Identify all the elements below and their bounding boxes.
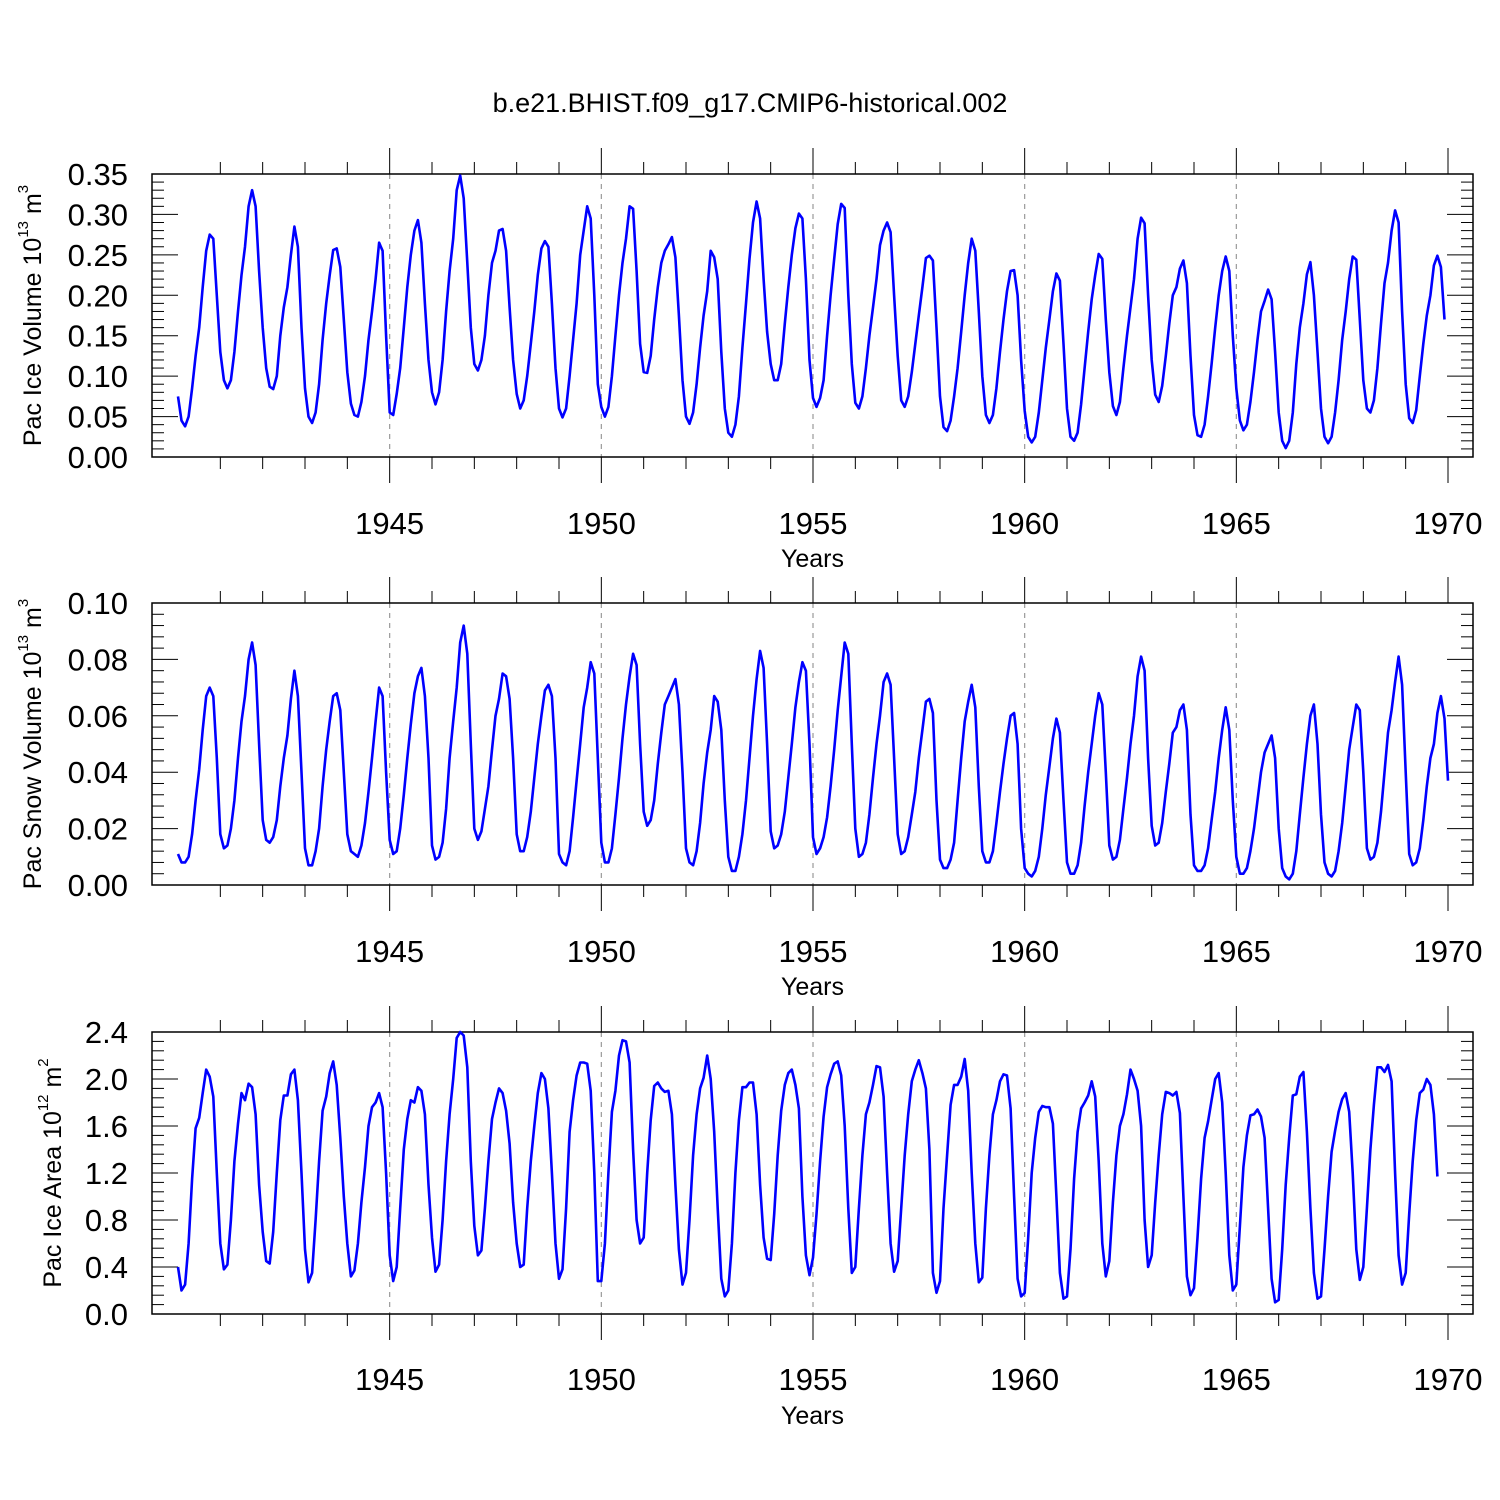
y-tick-label: 0.02	[68, 812, 128, 847]
x-tick-label: 1960	[990, 506, 1059, 541]
x-tick-label: 1970	[1414, 934, 1483, 969]
y-axis-label: Pac Snow Volume 1013 m3	[15, 599, 47, 889]
x-tick-label: 1960	[990, 934, 1059, 969]
y-axis-label-text: Pac Ice Area 10	[39, 1111, 67, 1288]
x-tick-label: 1950	[567, 506, 636, 541]
y-tick-label: 0.04	[68, 755, 128, 790]
panel-ice-volume: 0.00 0.05 0.10 0.15 0.20 0.25 0.30 0.35 1945 1950…	[15, 148, 1483, 573]
y-tick-label: 0.8	[85, 1203, 128, 1238]
y-axis-label-unit: m	[19, 607, 47, 635]
y-tick-label: 0.00	[68, 868, 128, 903]
x-axis-label: Years	[781, 545, 844, 573]
y-axis-label-exponent: 13	[15, 635, 32, 652]
y-tick-label: 0.05	[68, 400, 128, 435]
panel-snow-volume: 0.00 0.02 0.04 0.06 0.08 0.10 1945 1950 1955 1960…	[15, 577, 1483, 1001]
x-tick-label: 1970	[1414, 1362, 1483, 1397]
panel-ice-area: 0.0 0.4 0.8 1.2 1.6 2.0 2.4 1945 1950 1955 1960 196…	[35, 1006, 1483, 1430]
y-tick-label: 0.00	[68, 440, 128, 475]
y-axis-label-text: Pac Ice Volume 10	[19, 238, 47, 446]
y-tick-label: 1.2	[85, 1156, 128, 1191]
y-axis-label: Pac Ice Volume 1013 m3	[15, 185, 47, 446]
x-tick-label: 1955	[779, 934, 848, 969]
y-tick-label: 0.25	[68, 238, 128, 273]
y-tick-label: 0.20	[68, 278, 128, 313]
y-axis-label-unit-exponent: 3	[15, 599, 32, 607]
x-tick-label: 1945	[355, 934, 424, 969]
y-tick-label: 2.4	[85, 1015, 128, 1050]
x-tick-label: 1950	[567, 1362, 636, 1397]
y-axis-label-text: Pac Snow Volume 10	[19, 652, 47, 890]
x-tick-label: 1945	[355, 1362, 424, 1397]
y-tick-label: 2.0	[85, 1062, 128, 1097]
y-tick-label: 0.08	[68, 642, 128, 677]
x-axis-label: Years	[781, 1402, 844, 1430]
y-tick-label: 0.0	[85, 1297, 128, 1332]
y-tick-label: 0.10	[68, 359, 128, 394]
x-tick-label: 1965	[1202, 1362, 1271, 1397]
y-axis-label: Pac Ice Area 1012 m2	[35, 1058, 67, 1287]
y-tick-label: 0.30	[68, 197, 128, 232]
y-tick-label: 0.06	[68, 699, 128, 734]
x-tick-label: 1970	[1414, 506, 1483, 541]
y-axis-label-exponent: 13	[15, 221, 32, 238]
y-axis-label-exponent: 12	[35, 1094, 52, 1111]
y-tick-label: 0.15	[68, 319, 128, 354]
y-tick-label: 1.6	[85, 1109, 128, 1144]
y-axis-label-unit: m	[19, 193, 47, 221]
series-line-ice-area	[176, 1030, 1439, 1304]
y-tick-label: 0.10	[68, 586, 128, 621]
x-tick-label: 1965	[1202, 934, 1271, 969]
x-tick-label: 1965	[1202, 506, 1271, 541]
x-tick-label: 1955	[779, 1362, 848, 1397]
x-axis-label: Years	[781, 973, 844, 1001]
x-tick-label: 1960	[990, 1362, 1059, 1397]
y-axis-label-unit: m	[39, 1067, 67, 1095]
series-line-ice-volume	[176, 174, 1446, 450]
y-axis-label-unit-exponent: 3	[15, 185, 32, 193]
y-tick-label: 0.4	[85, 1250, 128, 1285]
x-tick-label: 1950	[567, 934, 636, 969]
y-tick-label: 0.35	[68, 157, 128, 192]
figure-title: b.e21.BHIST.f09_g17.CMIP6-historical.002	[493, 88, 1008, 118]
x-tick-label: 1955	[779, 506, 848, 541]
x-tick-label: 1945	[355, 506, 424, 541]
y-axis-label-unit-exponent: 2	[35, 1058, 52, 1066]
series-line-snow-volume	[176, 624, 1450, 881]
